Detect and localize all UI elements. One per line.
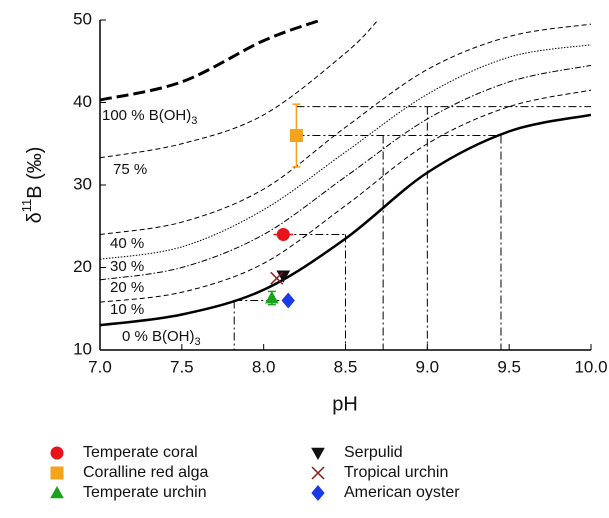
curve-label: 75 % [113, 161, 147, 178]
curve-label-text: 30 % [110, 258, 144, 275]
y-axis-label: δ11B (‰) [19, 147, 46, 224]
legend-marker [50, 466, 64, 480]
marker [270, 271, 284, 285]
curve-label-text: 10 % [110, 301, 144, 318]
marker [276, 228, 290, 241]
curve [100, 44, 591, 260]
legend-label: Serpulid [344, 444, 403, 461]
curve-label-text: 75 % [113, 161, 147, 178]
legend-label: Temperate urchin [83, 484, 207, 501]
x-tick-label: 9.0 [416, 357, 440, 376]
y-tick-label: 40 [73, 92, 92, 111]
x-tick-label: 7.0 [88, 357, 112, 376]
curve-label-text: 20 % [110, 279, 144, 296]
legend-marker [311, 447, 325, 461]
curve [100, 20, 379, 159]
x-tick-label: 10.0 [574, 357, 607, 376]
curve-label: 20 % [110, 279, 144, 296]
curve-label-sub: 3 [191, 115, 197, 127]
curve [100, 89, 591, 303]
curve [100, 23, 591, 235]
curve [100, 113, 591, 327]
x-tick-label: 8.0 [252, 357, 276, 376]
legend-marker [311, 466, 325, 480]
legend-label: Tropical urchin [344, 464, 448, 481]
legend-label: Coralline red alga [83, 464, 209, 481]
marker [289, 129, 303, 142]
curve-label: 10 % [110, 301, 144, 318]
plot-area [100, 20, 591, 350]
curve-label-sub: 3 [195, 336, 201, 348]
y-tick-label: 20 [73, 257, 92, 276]
curve-label: 40 % [110, 235, 144, 252]
legend-marker [50, 446, 64, 460]
curve-label: 0 % B(OH)3 [122, 328, 201, 348]
curve [100, 20, 322, 102]
y-tick-label: 50 [73, 9, 92, 28]
curve-label: 100 % B(OH)3 [102, 107, 197, 127]
legend-label: American oyster [344, 484, 460, 501]
x-tick-label: 8.5 [334, 357, 358, 376]
legend-label: Temperate coral [83, 444, 198, 461]
marker [265, 290, 279, 304]
curve-label-text: 100 % B(OH) [102, 107, 191, 124]
legend-marker [50, 485, 64, 499]
x-tick-label: 9.5 [497, 357, 521, 376]
x-tick-label: 7.5 [170, 357, 194, 376]
marker [281, 292, 295, 309]
curve-label-text: 40 % [110, 235, 144, 252]
curve-label-text: 0 % B(OH) [122, 328, 195, 345]
legend-marker [311, 485, 325, 501]
curve-label: 30 % [110, 258, 144, 275]
curve [100, 64, 591, 281]
y-tick-label: 30 [73, 174, 92, 193]
x-axis-label: pH [332, 393, 358, 415]
y-tick-label: 10 [73, 339, 92, 358]
